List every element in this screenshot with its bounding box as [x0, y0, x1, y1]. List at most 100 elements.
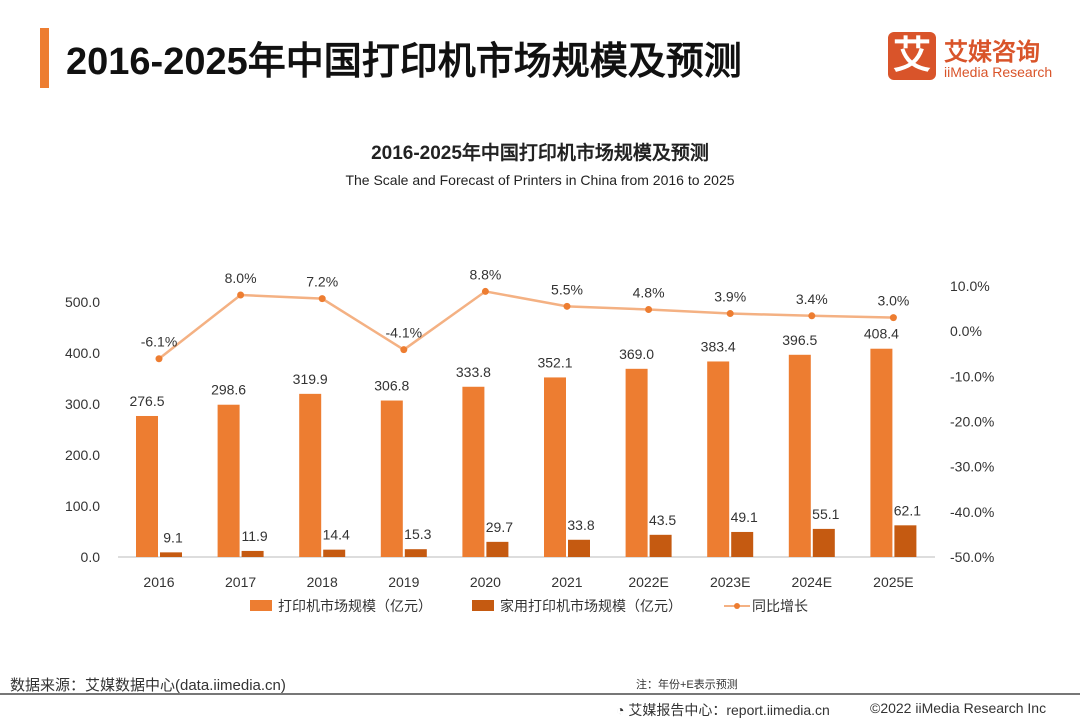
- forecast-note: 注：年份+E表示预测: [636, 679, 738, 691]
- y-left-tick: 200.0: [65, 447, 100, 463]
- bar-home-printer-market: [649, 534, 672, 557]
- bar-printer-market: [462, 386, 485, 557]
- bar-printer-market: [299, 393, 322, 557]
- label-home-printer-market: 29.7: [486, 519, 513, 535]
- label-home-printer-market: 49.1: [731, 509, 758, 525]
- growth-point: [563, 302, 571, 310]
- bar-home-printer-market: [894, 525, 917, 557]
- growth-point: [481, 287, 489, 295]
- legend-swatch: [250, 600, 272, 611]
- y-right-tick: -40.0%: [950, 504, 994, 520]
- title-accent-bar: [40, 28, 49, 88]
- growth-label: 3.0%: [877, 293, 909, 309]
- label-printer-market: 306.8: [374, 378, 409, 394]
- label-home-printer-market: 14.4: [323, 527, 350, 543]
- label-home-printer-market: 62.1: [894, 502, 921, 518]
- legend-label: 家用打印机市场规模（亿元）: [500, 598, 682, 614]
- y-right-tick: -20.0%: [950, 414, 994, 430]
- x-tick: 2020: [470, 574, 501, 590]
- logo-cn: 艾媒咨询: [944, 39, 1040, 66]
- chart-title: 2016-2025年中国打印机市场规模及预测: [371, 143, 709, 164]
- label-printer-market: 333.8: [456, 364, 491, 380]
- page-title: 2016-2025年中国打印机市场规模及预测: [66, 41, 742, 83]
- bar-printer-market: [707, 361, 730, 557]
- y-left-tick: 400.0: [65, 345, 100, 361]
- growth-label: 7.2%: [306, 274, 338, 290]
- report-text: 艾媒报告中心：report.iimedia.cn: [628, 702, 830, 718]
- label-printer-market: 319.9: [293, 371, 328, 387]
- x-tick: 2017: [225, 574, 256, 590]
- source-note: 数据来源：艾媒数据中心(data.iimedia.cn): [10, 677, 286, 694]
- bar-home-printer-market: [568, 539, 590, 557]
- label-home-printer-market: 9.1: [163, 529, 183, 545]
- y-right-tick: -10.0%: [950, 368, 994, 384]
- growth-label: 3.4%: [796, 291, 828, 307]
- growth-point: [808, 312, 816, 320]
- bar-home-printer-market: [486, 541, 509, 557]
- x-tick: 2019: [388, 574, 419, 590]
- legend-label: 同比增长: [752, 598, 808, 614]
- label-printer-market: 396.5: [782, 332, 817, 348]
- growth-label: 8.8%: [469, 266, 501, 282]
- growth-line: [158, 290, 894, 360]
- growth-point: [155, 355, 163, 363]
- logo: 艾 艾媒咨询 iiMedia Research: [888, 32, 1058, 82]
- growth-label: 5.5%: [551, 281, 583, 297]
- chart-subtitle: The Scale and Forecast of Printers in Ch…: [345, 172, 735, 188]
- bar-printer-market: [380, 400, 403, 557]
- y-left-tick: 300.0: [65, 396, 100, 412]
- y-right-tick: 0.0%: [950, 323, 982, 339]
- growth-point: [889, 314, 897, 322]
- y-left-tick: 100.0: [65, 498, 100, 514]
- label-printer-market: 352.1: [537, 354, 572, 370]
- growth-point: [237, 291, 245, 299]
- x-tick: 2025E: [873, 574, 913, 590]
- bar-printer-market: [217, 404, 240, 557]
- y-left-tick: 500.0: [65, 294, 100, 310]
- growth-point: [400, 346, 408, 354]
- label-printer-market: 276.5: [129, 393, 164, 409]
- growth-label: 4.8%: [633, 284, 665, 300]
- bar-home-printer-market: [241, 550, 264, 557]
- report-link[interactable]: ◔ 艾媒报告中心：report.iimedia.cn: [616, 702, 830, 718]
- label-home-printer-market: 11.9: [241, 528, 267, 544]
- growth-point: [726, 310, 734, 318]
- label-printer-market: 383.4: [701, 338, 736, 354]
- growth-label: 3.9%: [714, 289, 746, 305]
- x-tick: 2021: [551, 574, 582, 590]
- y-left-tick: 0.0: [81, 549, 101, 565]
- x-tick: 2018: [307, 574, 338, 590]
- y-right-tick: -50.0%: [950, 549, 994, 565]
- bar-home-printer-market: [404, 549, 427, 557]
- x-tick: 2016: [143, 574, 174, 590]
- growth-point: [645, 305, 653, 313]
- x-tick: 2023E: [710, 574, 750, 590]
- logo-en: iiMedia Research: [944, 64, 1053, 80]
- label-home-printer-market: 33.8: [567, 517, 594, 533]
- bar-printer-market: [870, 348, 893, 557]
- growth-point: [318, 295, 326, 303]
- bar-home-printer-market: [323, 549, 346, 557]
- growth-label: 8.0%: [225, 270, 257, 286]
- label-home-printer-market: 55.1: [812, 506, 839, 522]
- bar-printer-market: [136, 415, 158, 557]
- divider: [0, 693, 1080, 695]
- legend-swatch: [472, 600, 494, 611]
- y-right-tick: 10.0%: [950, 278, 990, 294]
- label-printer-market: 298.6: [211, 382, 246, 398]
- logo-mark: 艾: [888, 32, 936, 80]
- growth-label: -6.1%: [141, 334, 178, 350]
- growth-label: -4.1%: [386, 325, 423, 341]
- label-home-printer-market: 43.5: [649, 512, 676, 528]
- bar-printer-market: [625, 368, 648, 557]
- bar-home-printer-market: [160, 552, 182, 557]
- bar-printer-market: [544, 377, 566, 557]
- copyright: ©2022 iiMedia Research Inc: [870, 700, 1047, 716]
- y-right-tick: -30.0%: [950, 459, 994, 475]
- legend-label: 打印机市场规模（亿元）: [278, 598, 432, 614]
- x-tick: 2024E: [792, 574, 832, 590]
- label-printer-market: 408.4: [864, 326, 899, 342]
- bar-home-printer-market: [731, 531, 754, 557]
- x-tick: 2022E: [628, 574, 668, 590]
